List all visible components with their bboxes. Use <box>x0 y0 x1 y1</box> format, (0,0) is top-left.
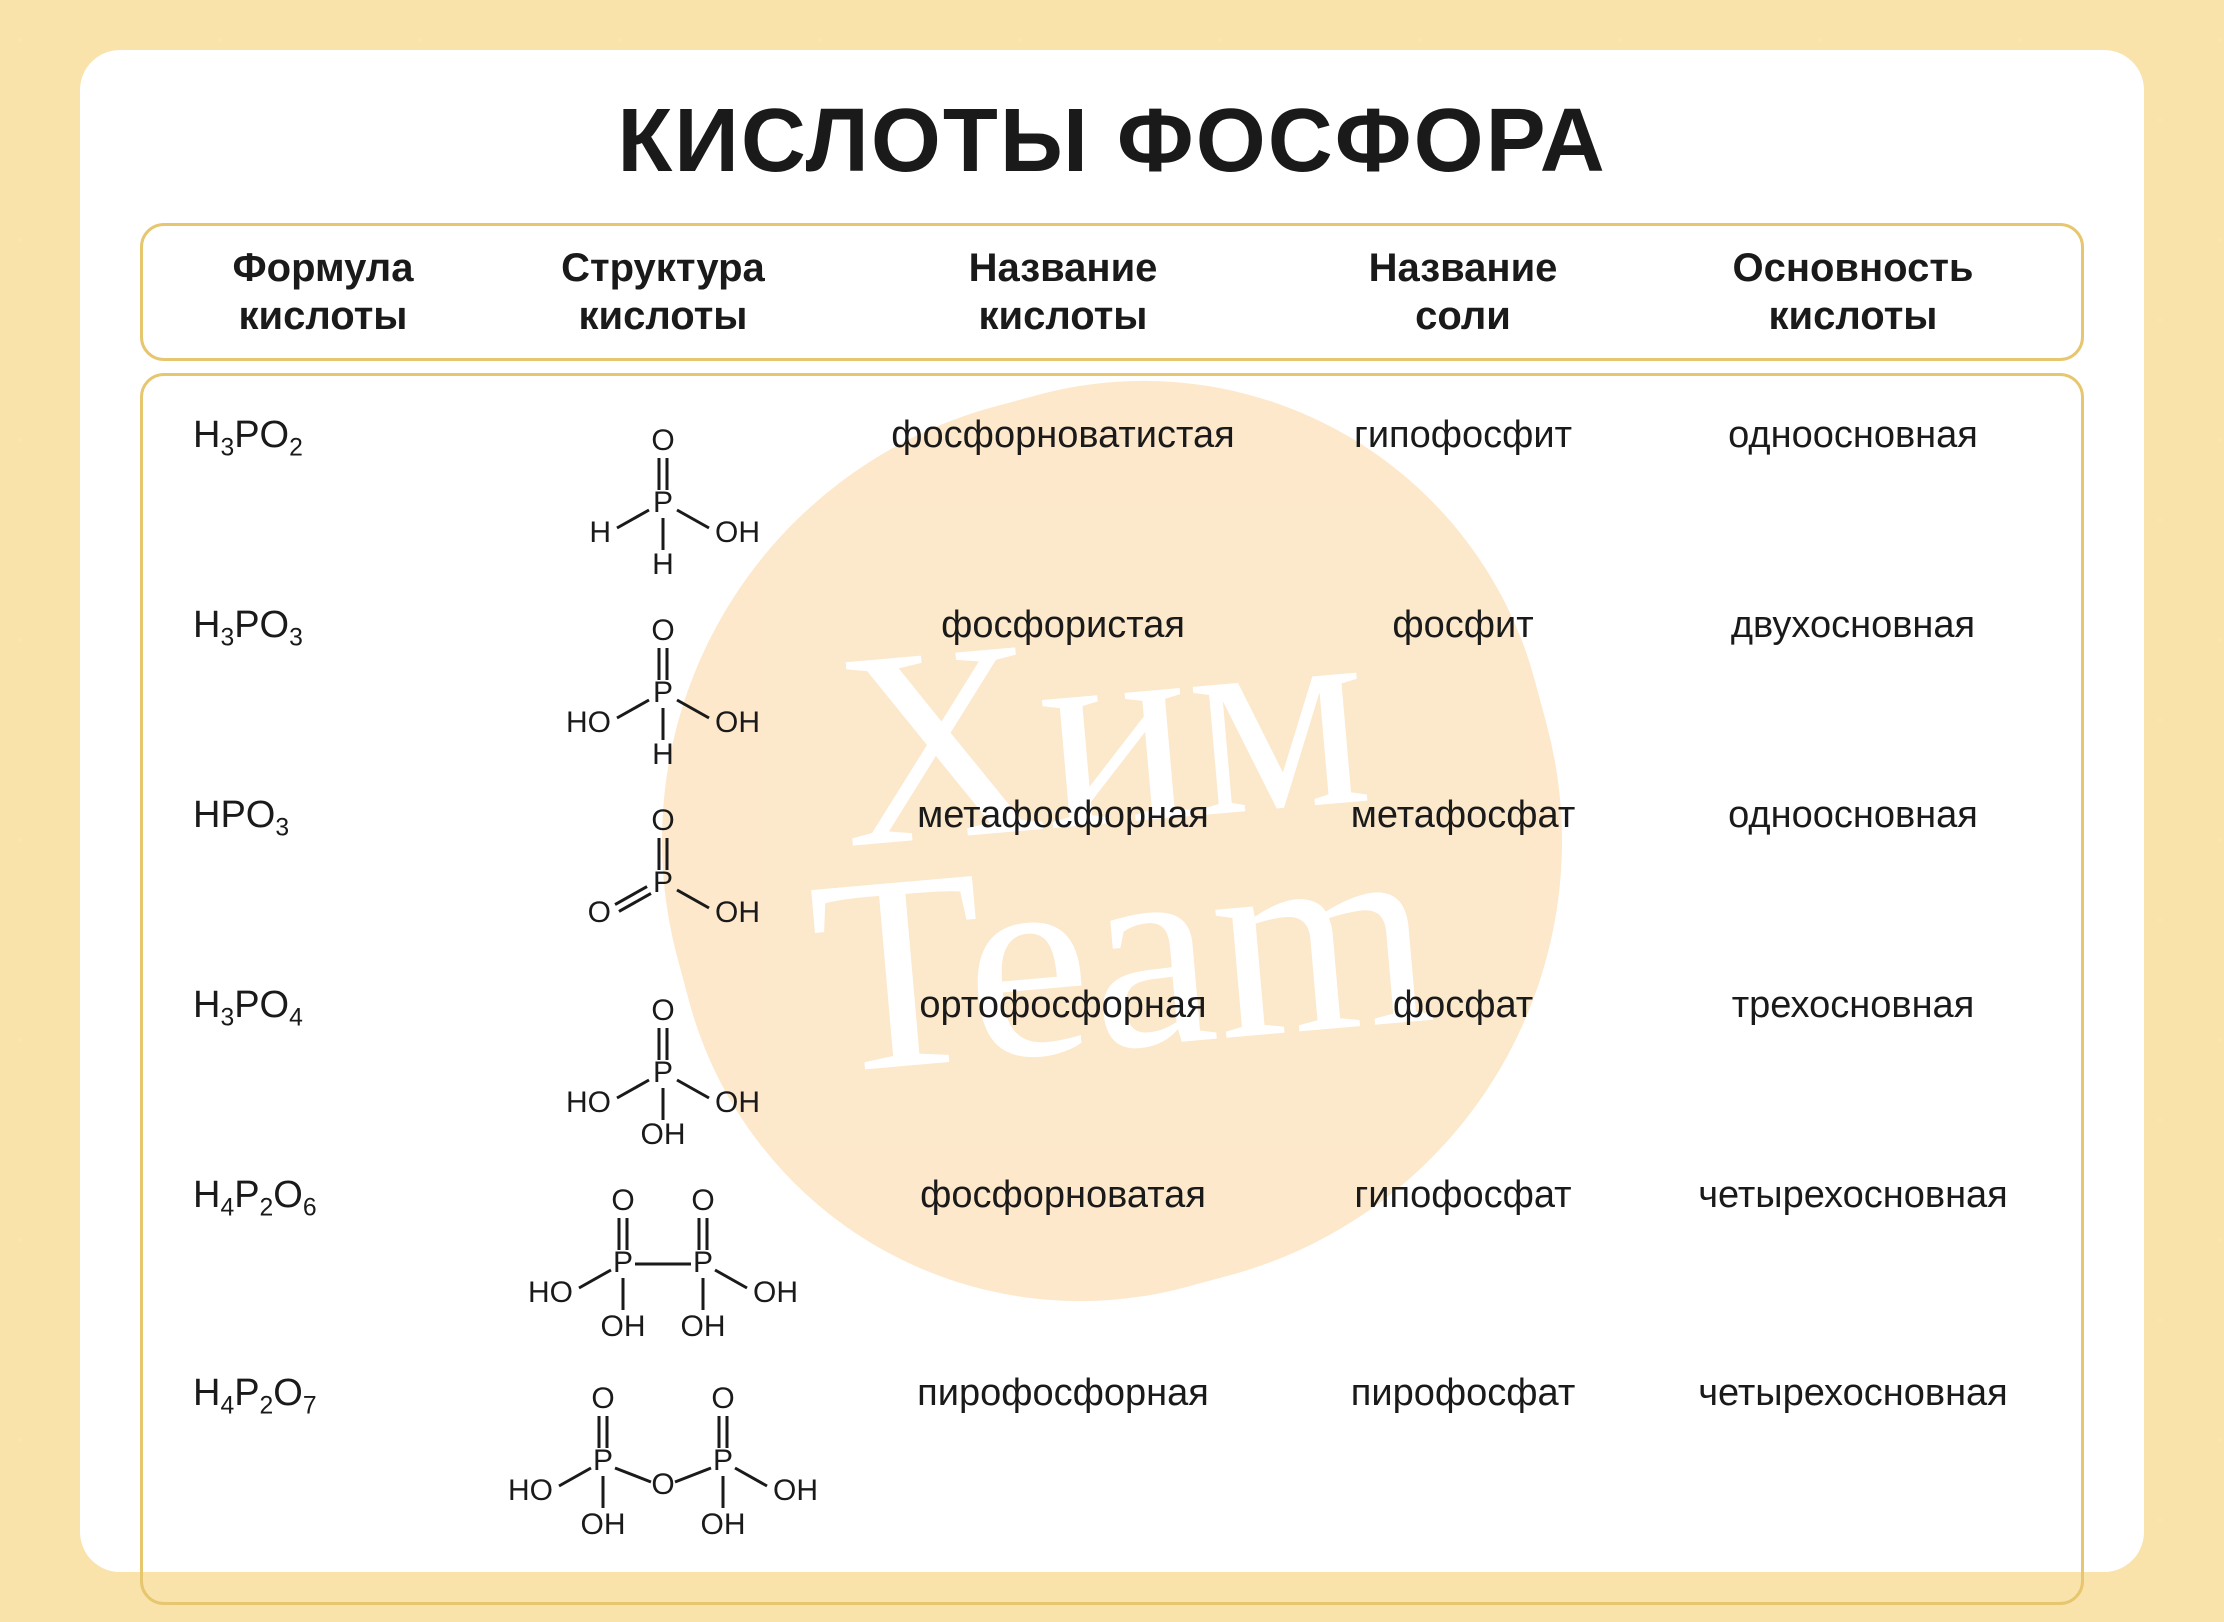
svg-text:O: O <box>691 1184 714 1217</box>
svg-text:HO: HO <box>508 1474 553 1507</box>
header-salt-name: Названиесоли <box>1273 244 1653 340</box>
cell-acid-name: пирофосфорная <box>853 1364 1273 1415</box>
svg-text:HO: HO <box>566 706 611 739</box>
cell-acid-name: ортофосфорная <box>853 976 1273 1027</box>
svg-text:P: P <box>713 1444 733 1477</box>
cell-acid-name: фосфорноватистая <box>853 406 1273 457</box>
cell-formula: H3PO2 <box>173 406 473 463</box>
svg-text:H: H <box>652 548 674 581</box>
page-title: КИСЛОТЫ ФОСФОРА <box>140 90 2084 193</box>
svg-text:O: O <box>591 1382 614 1415</box>
cell-salt-name: фосфат <box>1273 976 1653 1027</box>
cell-basicity: одноосновная <box>1653 406 2053 457</box>
svg-text:OH: OH <box>641 1118 686 1151</box>
cell-salt-name: фосфит <box>1273 596 1653 647</box>
svg-text:H: H <box>652 738 674 771</box>
svg-text:P: P <box>653 486 673 519</box>
cell-structure: PPOOHOOHOOHOH <box>473 1364 853 1562</box>
header-basicity: Основностькислоты <box>1653 244 2053 340</box>
cell-formula: H4P2O7 <box>173 1364 473 1421</box>
svg-text:OH: OH <box>753 1276 798 1309</box>
svg-text:OH: OH <box>681 1310 726 1343</box>
svg-text:P: P <box>613 1246 633 1279</box>
cell-formula: H3PO3 <box>173 596 473 653</box>
svg-text:O: O <box>651 614 674 647</box>
svg-text:P: P <box>653 1056 673 1089</box>
svg-text:O: O <box>611 1184 634 1217</box>
svg-text:O: O <box>651 424 674 457</box>
cell-structure: PPOHOOHOOHOH <box>473 1166 853 1364</box>
cell-basicity: двухосновная <box>1653 596 2053 647</box>
cell-basicity: трехосновная <box>1653 976 2053 1027</box>
svg-text:HO: HO <box>566 1086 611 1119</box>
cell-acid-name: фосфорноватая <box>853 1166 1273 1217</box>
cell-structure: PO HO OH H <box>473 596 853 786</box>
cell-acid-name: метафосфорная <box>853 786 1273 837</box>
cell-salt-name: метафосфат <box>1273 786 1653 837</box>
svg-text:O: O <box>651 994 674 1027</box>
cell-basicity: четырехосновная <box>1653 1166 2053 1217</box>
svg-text:P: P <box>593 1444 613 1477</box>
header-acid-name: Названиекислоты <box>853 244 1273 340</box>
cell-formula: HPO3 <box>173 786 473 843</box>
cell-salt-name: гипофосфат <box>1273 1166 1653 1217</box>
cell-salt-name: гипофосфит <box>1273 406 1653 457</box>
svg-text:OH: OH <box>715 896 760 929</box>
svg-text:OH: OH <box>715 1086 760 1119</box>
svg-text:OH: OH <box>715 706 760 739</box>
cell-acid-name: фосфористая <box>853 596 1273 647</box>
cell-structure: POHOHH <box>473 406 853 596</box>
svg-text:P: P <box>693 1246 713 1279</box>
svg-text:P: P <box>653 676 673 709</box>
svg-text:HO: HO <box>528 1276 573 1309</box>
svg-text:H: H <box>589 516 611 549</box>
svg-text:O: O <box>711 1382 734 1415</box>
cell-structure: POOOH <box>473 786 853 976</box>
cell-basicity: четырехосновная <box>1653 1364 2053 1415</box>
cell-structure: PO HO OH OH <box>473 976 853 1166</box>
cell-basicity: одноосновная <box>1653 786 2053 837</box>
svg-text:OH: OH <box>701 1508 746 1541</box>
svg-text:OH: OH <box>773 1474 818 1507</box>
svg-text:OH: OH <box>581 1508 626 1541</box>
table-body: H3PO2POHOHHфосфорноватистаягипофосфитодн… <box>140 373 2084 1605</box>
cell-formula: H3PO4 <box>173 976 473 1033</box>
svg-text:O: O <box>588 896 611 929</box>
svg-text:OH: OH <box>715 516 760 549</box>
cell-salt-name: пирофосфат <box>1273 1364 1653 1415</box>
cell-formula: H4P2O6 <box>173 1166 473 1223</box>
header-formula: Формулакислоты <box>173 244 473 340</box>
table-header: Формулакислоты Структуракислоты Название… <box>140 223 2084 361</box>
svg-text:O: O <box>651 804 674 837</box>
header-structure: Структуракислоты <box>473 244 853 340</box>
card: ХимTeam КИСЛОТЫ ФОСФОРА Формулакислоты С… <box>80 50 2144 1572</box>
svg-text:OH: OH <box>601 1310 646 1343</box>
svg-text:P: P <box>653 866 673 899</box>
svg-text:O: O <box>651 1468 674 1501</box>
